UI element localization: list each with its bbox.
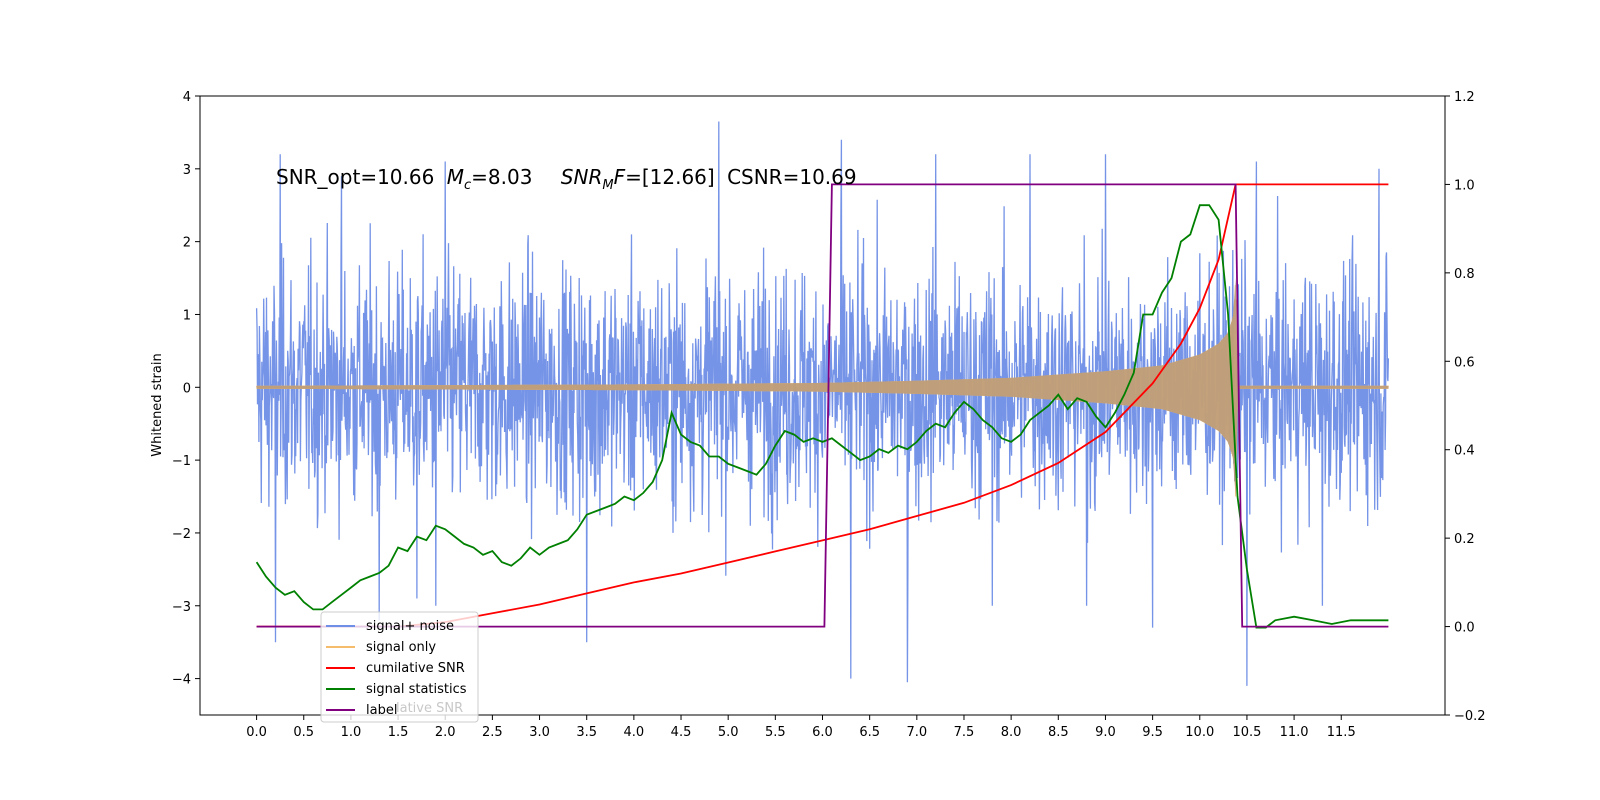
y-tick-label: 1 — [183, 308, 191, 323]
x-tick-label: 10.5 — [1232, 725, 1261, 740]
x-tick-label: 4.0 — [624, 725, 645, 740]
x-axis: 0.0 0.5 1.0 1.5 2.0 2.5 3.0 3.5 4.0 4.5 5.0 5.5 6.0 6… — [246, 715, 1356, 740]
legend-box — [320, 611, 479, 723]
x-tick-label: 7.0 — [906, 725, 927, 740]
x-tick-label: 6.0 — [812, 725, 833, 740]
snr-mf-f: F — [614, 165, 626, 189]
y2-tick-label: 0.2 — [1454, 532, 1475, 547]
y-tick-label: 2 — [183, 236, 191, 251]
snr-mf-value: =[12.66] — [625, 165, 715, 189]
mc-symbol: M — [447, 165, 464, 189]
legend-label-cumulative-snr: cumilative SNR — [366, 661, 465, 676]
legend-label-signal-only: signal only — [366, 640, 436, 655]
x-tick-label: 7.5 — [954, 725, 975, 740]
legend-ghost-text: lative SNR — [396, 701, 463, 716]
x-tick-label: 6.5 — [859, 725, 880, 740]
snr-opt-text: SNR_opt=10.66 — [276, 165, 434, 189]
y-tick-label: −4 — [172, 673, 191, 688]
x-tick-label: 1.0 — [341, 725, 362, 740]
y-tick-label: −2 — [172, 527, 191, 542]
x-tick-label: 5.0 — [718, 725, 739, 740]
legend-label-signal-noise: signal+ noise — [366, 619, 454, 634]
series-layer — [255, 121, 1390, 686]
y-tick-label: 4 — [183, 90, 191, 105]
legend: lative SNR signal+ noise signal only cum… — [320, 611, 479, 723]
y-axis-label: Whitened strain — [150, 353, 165, 456]
snr-annotation: SNR_opt=10.66 Mc=8.03 SNRMF=[12.66] CSNR… — [276, 165, 857, 193]
x-tick-label: 8.0 — [1001, 725, 1022, 740]
series-signal-noise — [255, 121, 1390, 686]
x-tick-label: 3.5 — [576, 725, 597, 740]
mc-subscript: c — [464, 178, 471, 193]
signal-only-envelope — [256, 278, 1389, 497]
series-signal-statistics — [255, 204, 1389, 629]
y2-tick-label: 0.6 — [1454, 355, 1475, 370]
y2-tick-label: 0.4 — [1454, 444, 1475, 459]
x-tick-label: 11.0 — [1280, 725, 1309, 740]
x-tick-label: 11.5 — [1327, 725, 1356, 740]
snr-mf-symbol: SNR — [561, 165, 603, 189]
y-tick-label: 3 — [183, 163, 191, 178]
csnr-text: CSNR=10.69 — [727, 165, 857, 189]
x-tick-label: 4.5 — [671, 725, 692, 740]
x-tick-label: 2.0 — [435, 725, 456, 740]
legend-label-signal-statistics: signal statistics — [366, 682, 467, 697]
x-tick-label: 5.5 — [765, 725, 786, 740]
x-tick-label: 2.5 — [482, 725, 503, 740]
legend-label-label: label — [366, 703, 397, 718]
y2-tick-label: 0.0 — [1454, 621, 1475, 636]
y-tick-label: −3 — [172, 600, 191, 615]
x-tick-label: 8.5 — [1048, 725, 1069, 740]
y2-tick-label: −0.2 — [1454, 709, 1486, 724]
y-tick-label: −1 — [172, 454, 191, 469]
y2-tick-label: 1.0 — [1454, 178, 1475, 193]
x-tick-label: 3.0 — [529, 725, 550, 740]
y2-tick-label: 1.2 — [1454, 90, 1475, 105]
x-tick-label: 0.5 — [293, 725, 314, 740]
snr-mf-subscript: M — [602, 178, 613, 193]
y-axis: −4 −3 −2 −1 0 1 2 3 4 — [172, 90, 200, 688]
x-tick-label: 1.5 — [388, 725, 409, 740]
x-tick-label: 9.5 — [1142, 725, 1163, 740]
y2-tick-label: 0.8 — [1454, 267, 1475, 282]
x-tick-label: 0.0 — [246, 725, 267, 740]
series-label — [256, 183, 1389, 628]
y2-axis: −0.2 0.0 0.2 0.4 0.6 0.8 1.0 1.2 — [1445, 90, 1486, 724]
mc-value: =8.03 — [471, 165, 532, 189]
x-tick-label: 10.0 — [1185, 725, 1214, 740]
y-tick-label: 0 — [183, 381, 191, 396]
x-tick-label: 9.0 — [1095, 725, 1116, 740]
